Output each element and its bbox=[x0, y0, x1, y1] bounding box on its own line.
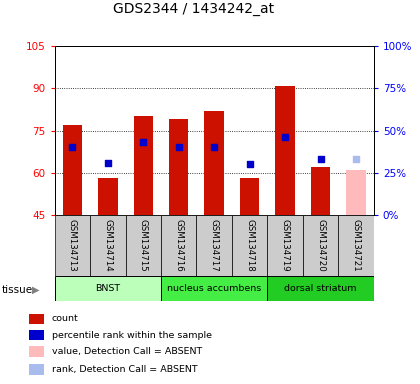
Point bbox=[69, 144, 76, 151]
Point bbox=[353, 156, 360, 162]
Point bbox=[317, 156, 324, 162]
Text: GSM134713: GSM134713 bbox=[68, 219, 77, 272]
Bar bbox=[268, 276, 374, 301]
Bar bbox=[29, 313, 44, 324]
Text: GSM134721: GSM134721 bbox=[352, 219, 360, 272]
Bar bbox=[268, 215, 303, 276]
Point bbox=[246, 161, 253, 167]
Text: nucleus accumbens: nucleus accumbens bbox=[167, 285, 261, 293]
Bar bbox=[303, 215, 339, 276]
Bar bbox=[134, 116, 153, 215]
Text: GSM134714: GSM134714 bbox=[103, 219, 112, 272]
Bar bbox=[169, 119, 189, 215]
Text: GSM134718: GSM134718 bbox=[245, 219, 254, 272]
Bar bbox=[55, 215, 90, 276]
Bar bbox=[346, 170, 366, 215]
Text: GSM134715: GSM134715 bbox=[139, 219, 148, 272]
Text: GSM134719: GSM134719 bbox=[281, 219, 290, 272]
Text: dorsal striatum: dorsal striatum bbox=[284, 285, 357, 293]
Bar bbox=[161, 215, 197, 276]
Bar bbox=[29, 346, 44, 357]
Bar bbox=[55, 276, 161, 301]
Bar bbox=[205, 111, 224, 215]
Bar bbox=[232, 215, 268, 276]
Bar bbox=[339, 215, 374, 276]
Text: BNST: BNST bbox=[95, 285, 121, 293]
Bar bbox=[161, 276, 268, 301]
Bar bbox=[63, 125, 82, 215]
Point bbox=[105, 160, 111, 166]
Text: GSM134720: GSM134720 bbox=[316, 219, 325, 272]
Text: GDS2344 / 1434242_at: GDS2344 / 1434242_at bbox=[113, 2, 274, 16]
Bar bbox=[98, 179, 118, 215]
Text: ▶: ▶ bbox=[32, 285, 39, 295]
Text: GSM134717: GSM134717 bbox=[210, 219, 219, 272]
Point bbox=[211, 144, 218, 151]
Point bbox=[140, 139, 147, 146]
Text: count: count bbox=[52, 314, 79, 323]
Text: percentile rank within the sample: percentile rank within the sample bbox=[52, 331, 212, 340]
Bar bbox=[240, 179, 260, 215]
Text: rank, Detection Call = ABSENT: rank, Detection Call = ABSENT bbox=[52, 365, 197, 374]
Point bbox=[176, 144, 182, 151]
Point bbox=[282, 134, 289, 141]
Bar bbox=[126, 215, 161, 276]
Bar bbox=[197, 215, 232, 276]
Bar bbox=[90, 215, 126, 276]
Bar bbox=[276, 86, 295, 215]
Bar bbox=[29, 364, 44, 375]
Bar bbox=[29, 330, 44, 341]
Bar bbox=[311, 167, 331, 215]
Text: value, Detection Call = ABSENT: value, Detection Call = ABSENT bbox=[52, 347, 202, 356]
Text: GSM134716: GSM134716 bbox=[174, 219, 183, 272]
Text: tissue: tissue bbox=[2, 285, 33, 295]
